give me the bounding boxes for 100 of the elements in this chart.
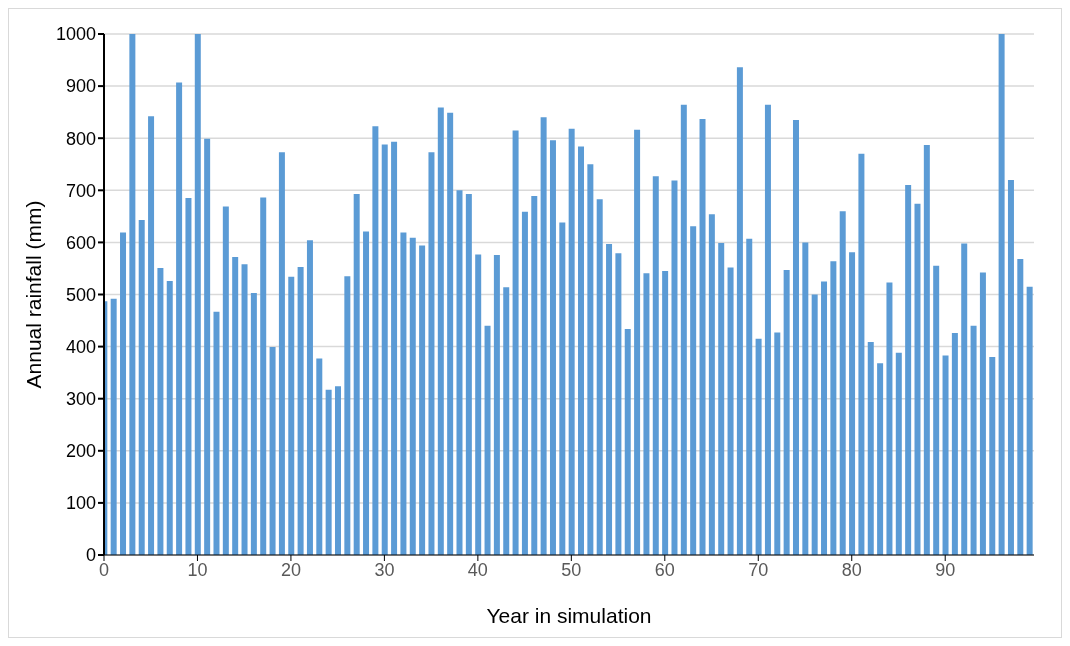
y-axis-title: Annual rainfall (mm) <box>22 200 46 389</box>
bar <box>690 226 697 555</box>
bar <box>933 265 940 555</box>
bar <box>998 34 1005 555</box>
x-tick-label: 50 <box>561 559 582 580</box>
bar <box>110 298 117 555</box>
bar <box>138 220 145 555</box>
bar <box>232 256 239 555</box>
bar <box>148 116 155 555</box>
bar <box>344 276 351 555</box>
bar <box>325 389 332 555</box>
bar <box>755 338 762 555</box>
bar <box>484 325 491 555</box>
bar <box>475 254 482 555</box>
y-tick-label: 400 <box>65 336 96 357</box>
bar <box>269 347 276 555</box>
bar <box>643 273 650 555</box>
x-tick-label: 40 <box>467 559 488 580</box>
bar <box>204 138 211 555</box>
bar <box>531 196 538 555</box>
bar <box>830 261 837 555</box>
bar <box>624 328 631 555</box>
bar <box>372 126 379 555</box>
bar <box>297 266 304 555</box>
bar <box>736 67 743 555</box>
x-tick-label: 70 <box>748 559 769 580</box>
bar <box>699 118 706 555</box>
bar <box>1007 179 1014 555</box>
bar <box>419 245 426 555</box>
bar <box>606 243 613 555</box>
bar <box>578 146 585 555</box>
bar <box>979 272 986 555</box>
bar <box>120 232 127 555</box>
bar <box>961 243 968 555</box>
bar <box>652 176 659 555</box>
bar <box>222 206 229 555</box>
bar <box>503 287 510 555</box>
bar <box>746 238 753 555</box>
bar <box>447 112 454 555</box>
bar <box>587 164 594 555</box>
bar <box>951 333 958 555</box>
y-tick-label: 200 <box>65 441 96 462</box>
bar <box>662 271 669 555</box>
bar <box>615 253 622 555</box>
bar <box>708 214 715 555</box>
bar <box>409 237 416 555</box>
bar <box>895 352 902 555</box>
y-tick-label: 1000 <box>55 24 96 45</box>
bar <box>260 197 267 555</box>
bar <box>400 232 407 555</box>
bar <box>1017 259 1024 555</box>
bar <box>568 128 575 555</box>
bar <box>942 355 949 555</box>
bar <box>877 363 884 555</box>
bar <box>867 341 874 555</box>
bar <box>923 144 930 555</box>
x-tick-label: 90 <box>935 559 956 580</box>
bar <box>671 180 678 555</box>
bar <box>381 144 388 555</box>
bar <box>540 117 547 555</box>
y-tick-label: 800 <box>65 128 96 149</box>
x-tick-label: 0 <box>98 559 110 580</box>
bar <box>680 104 687 555</box>
bar <box>783 270 790 555</box>
x-tick-label: 60 <box>654 559 675 580</box>
bar <box>335 386 341 555</box>
y-tick-label: 700 <box>65 180 96 201</box>
bar <box>306 240 313 555</box>
y-tick-label: 100 <box>65 493 96 514</box>
bar <box>213 311 220 555</box>
bar <box>129 34 136 555</box>
bar <box>634 129 641 555</box>
bar <box>391 141 398 555</box>
y-tick-label: 0 <box>85 545 96 566</box>
bar <box>792 119 799 555</box>
bar <box>437 107 444 555</box>
bar <box>428 152 435 555</box>
bar <box>764 104 771 555</box>
bar <box>858 153 865 555</box>
bar <box>288 276 295 555</box>
x-tick-label: 20 <box>280 559 301 580</box>
bar <box>849 252 856 555</box>
bar <box>811 294 818 555</box>
bar <box>802 242 809 555</box>
bar <box>521 211 528 555</box>
bar <box>914 203 921 555</box>
bar <box>1026 286 1033 555</box>
bar <box>989 357 996 555</box>
y-tick-label: 900 <box>65 76 96 97</box>
x-tick-label: 10 <box>187 559 208 580</box>
bar <box>596 199 603 555</box>
y-tick-label: 500 <box>65 284 96 305</box>
bar <box>250 292 257 555</box>
bar <box>157 267 164 555</box>
bar <box>821 281 828 555</box>
bar <box>718 242 725 555</box>
bar <box>278 152 285 555</box>
bar <box>727 267 734 555</box>
bar <box>549 140 556 555</box>
bar <box>493 254 500 555</box>
